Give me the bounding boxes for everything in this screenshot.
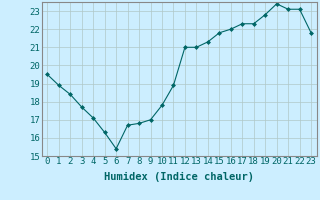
X-axis label: Humidex (Indice chaleur): Humidex (Indice chaleur) — [104, 172, 254, 182]
